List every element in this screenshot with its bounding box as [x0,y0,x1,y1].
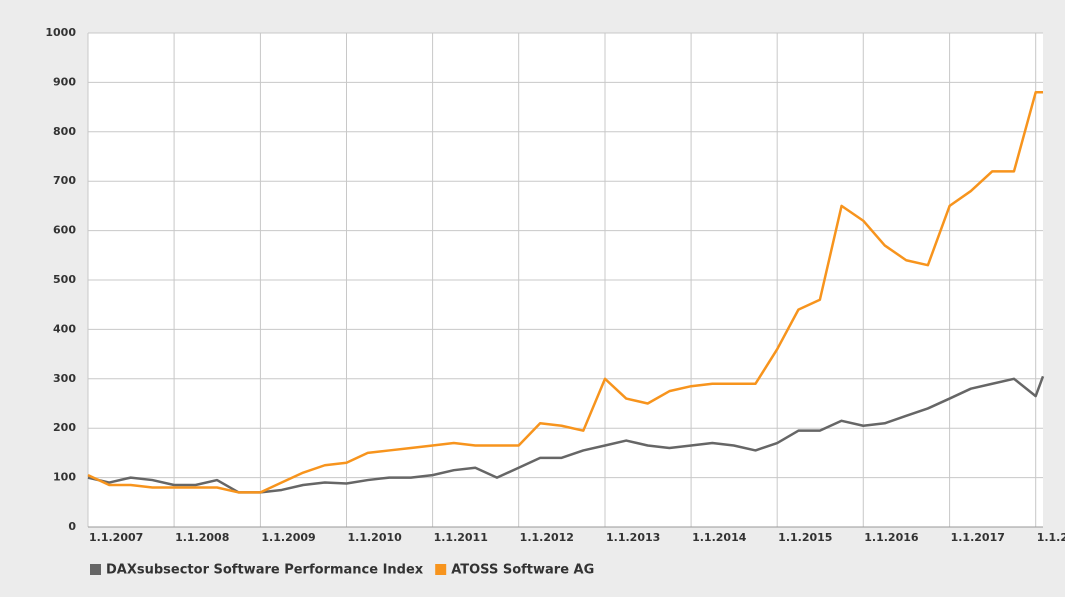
x-tick-label: 1.1.2013 [606,531,660,544]
x-tick-label: 1.1.2011 [434,531,488,544]
legend-label: ATOSS Software AG [451,563,594,578]
y-tick-label: 400 [53,322,76,335]
x-tick-label: 1.1.2018 [1037,531,1065,544]
legend-label: DAXsubsector Software Performance Index [106,563,424,578]
legend-swatch [90,564,101,575]
x-tick-label: 1.1.2014 [692,531,747,544]
x-tick-label: 1.1.2008 [175,531,229,544]
x-tick-label: 1.1.2009 [261,531,315,544]
y-tick-label: 200 [53,421,76,434]
y-tick-label: 600 [53,224,76,237]
y-tick-label: 300 [53,372,76,385]
y-tick-label: 1000 [45,26,76,39]
x-tick-label: 1.1.2010 [348,531,403,544]
x-tick-label: 1.1.2015 [778,531,832,544]
y-tick-label: 100 [53,471,76,484]
legend-swatch [435,564,447,575]
x-tick-label: 1.1.2007 [89,531,143,544]
x-tick-label: 1.1.2012 [520,531,574,544]
y-tick-label: 800 [53,125,76,138]
x-tick-label: 1.1.2016 [864,531,919,544]
y-tick-label: 700 [53,174,76,187]
line-series [87,91,1043,494]
x-tick-label: 1.1.2017 [951,531,1005,544]
y-tick-label: 0 [68,520,76,533]
y-tick-label: 500 [53,273,76,286]
y-tick-label: 900 [53,75,76,88]
